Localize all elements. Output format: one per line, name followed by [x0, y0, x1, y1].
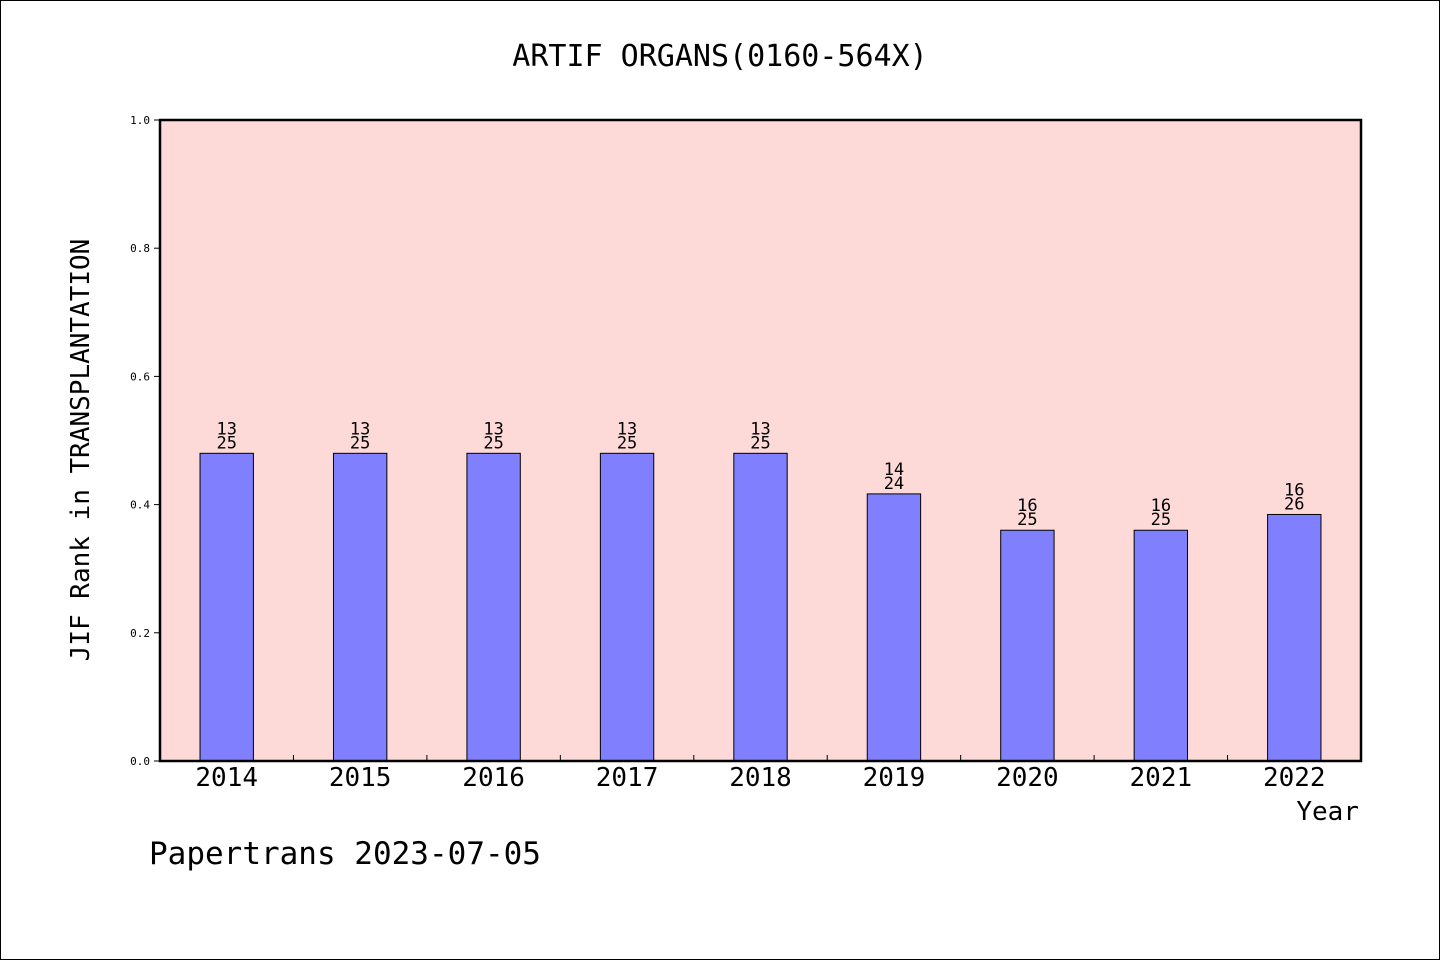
- x-tick-label: 2018: [729, 763, 792, 793]
- x-tick-label: 2014: [195, 763, 258, 793]
- y-axis-label: JIF Rank in TRANSPLANTATION: [66, 239, 96, 662]
- bar-2016: [466, 452, 521, 762]
- bar-label-rank: 14: [884, 460, 904, 480]
- x-tick-label: 2017: [596, 763, 659, 793]
- bar-2014: [199, 452, 254, 762]
- plot-frame: [158, 118, 1363, 763]
- bar-label-total: 25: [1017, 510, 1037, 530]
- x-tick-label: 2022: [1263, 763, 1326, 793]
- bar-2021: [1133, 529, 1189, 762]
- x-axis: 2014 2015 2016 2017 2018 2019 2020 2021 2022: [195, 755, 1326, 793]
- bar-label-rank: 13: [216, 419, 236, 439]
- footer-text: Papertrans 2023-07-05: [149, 836, 541, 872]
- bar-2018: [733, 452, 788, 762]
- y-tick-label: 1.0: [130, 114, 150, 127]
- y-tick-label: 0.8: [130, 242, 150, 255]
- bars: [199, 452, 1322, 762]
- bar-label-total: 25: [1151, 510, 1171, 530]
- x-tick-label: 2020: [996, 763, 1059, 793]
- bar-label-total: 25: [750, 433, 770, 453]
- bar-2015: [332, 452, 388, 762]
- bar-label-rank: 13: [483, 419, 503, 439]
- bar-label-total: 25: [483, 433, 503, 453]
- bar-label-total: 25: [617, 433, 637, 453]
- bar-2022: [1267, 513, 1322, 762]
- bar-label-total: 24: [884, 474, 904, 494]
- y-tick-label: 0.6: [130, 370, 150, 383]
- x-tick-label: 2015: [329, 763, 392, 793]
- bar-2017: [599, 452, 655, 762]
- y-tick-label: 0.4: [130, 499, 150, 512]
- bar-label-rank: 16: [1017, 496, 1037, 516]
- bar-label-rank: 13: [750, 419, 770, 439]
- x-tick-label: 2019: [863, 763, 926, 793]
- y-axis: 0.0 0.2 0.4 0.6 0.8 1.0: [130, 114, 160, 768]
- x-tick-label: 2021: [1130, 763, 1193, 793]
- x-axis-label: Year: [1296, 797, 1359, 827]
- bar-label-rank: 16: [1151, 496, 1171, 516]
- x-tick-label: 2016: [462, 763, 525, 793]
- y-tick-label: 0.2: [130, 627, 150, 640]
- bar-2019: [866, 493, 922, 762]
- bar-label-rank: 16: [1284, 480, 1304, 500]
- y-tick-label: 0.0: [130, 755, 150, 768]
- bar-label-rank: 13: [350, 419, 370, 439]
- bar-label-total: 26: [1284, 494, 1304, 514]
- chart-title: ARTIF ORGANS(0160-564X): [512, 39, 927, 74]
- bar-label-rank: 13: [617, 419, 637, 439]
- bar-label-total: 25: [216, 433, 236, 453]
- bar-label-total: 25: [350, 433, 370, 453]
- bar-2020: [1000, 529, 1055, 762]
